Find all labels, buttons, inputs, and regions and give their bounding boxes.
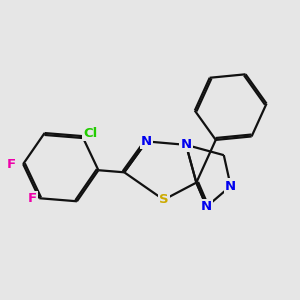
Text: F: F <box>28 192 37 205</box>
Text: N: N <box>201 200 212 213</box>
Text: N: N <box>225 179 236 193</box>
Text: F: F <box>7 158 16 171</box>
Text: N: N <box>141 135 152 148</box>
Text: S: S <box>159 193 169 206</box>
Text: N: N <box>181 138 192 152</box>
Text: Cl: Cl <box>83 127 97 140</box>
